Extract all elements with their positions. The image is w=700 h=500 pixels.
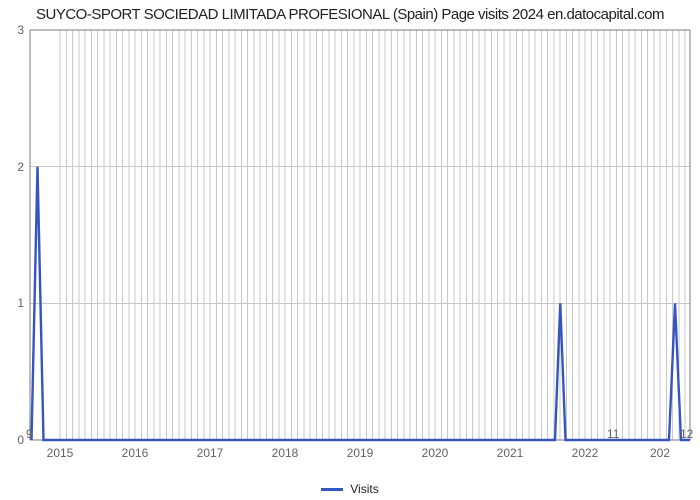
legend: Visits [0,482,700,496]
y-tick-label: 1 [17,296,24,310]
x-tick-label: 2019 [347,446,374,460]
y-tick-label: 2 [17,160,24,174]
corner-label: 12 [680,427,693,441]
corner-label: 11 [607,427,619,441]
plot-svg [30,30,690,440]
x-tick-label: 2022 [572,446,599,460]
y-tick-label: 0 [17,433,24,447]
plot-area [30,30,690,440]
x-tick-label: 2021 [497,446,524,460]
x-tick-label: 2020 [422,446,449,460]
x-tick-label: 202 [650,446,670,460]
x-tick-label: 2017 [197,446,224,460]
chart-title: SUYCO-SPORT SOCIEDAD LIMITADA PROFESIONA… [0,6,700,23]
x-tick-label: 2018 [272,446,299,460]
legend-swatch [321,488,343,491]
chart-container: SUYCO-SPORT SOCIEDAD LIMITADA PROFESIONA… [0,0,700,500]
x-tick-label: 2016 [122,446,149,460]
y-tick-label: 3 [17,23,24,37]
x-tick-label: 2015 [47,446,74,460]
corner-label: 9 [26,427,33,441]
legend-label: Visits [350,482,378,496]
